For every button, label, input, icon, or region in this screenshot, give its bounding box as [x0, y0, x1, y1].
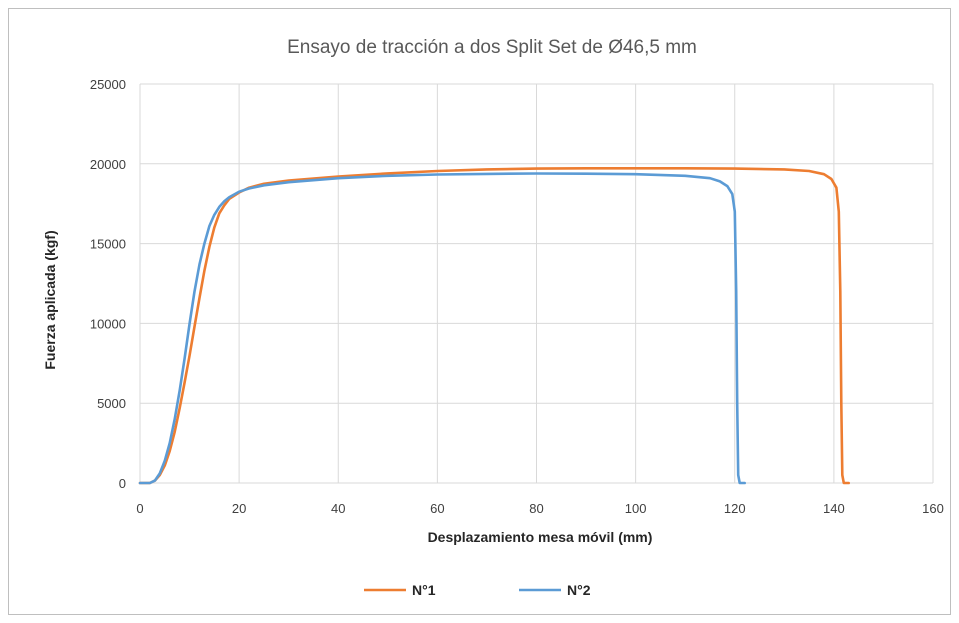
x-tick-label: 80 — [529, 501, 543, 516]
legend-label-2: N°2 — [567, 582, 591, 598]
y-tick-label: 10000 — [90, 316, 126, 331]
x-axis-label: Desplazamiento mesa móvil (mm) — [428, 529, 653, 545]
x-tick-label: 60 — [430, 501, 444, 516]
x-tick-label: 40 — [331, 501, 345, 516]
chart-svg: Ensayo de tracción a dos Split Set de Ø4… — [42, 37, 944, 598]
series-line-2 — [138, 172, 747, 485]
chart-title: Ensayo de tracción a dos Split Set de Ø4… — [287, 37, 697, 58]
y-tick-label: 0 — [119, 476, 126, 491]
y-tick-label: 15000 — [90, 237, 126, 252]
legend-label-1: N°1 — [412, 582, 436, 598]
x-tick-label: 0 — [136, 501, 143, 516]
y-tick-label: 5000 — [97, 396, 126, 411]
x-tick-label: 100 — [625, 501, 647, 516]
x-tick-label: 120 — [724, 501, 746, 516]
x-tick-label: 160 — [922, 501, 944, 516]
series-layer — [138, 167, 851, 485]
tick-layer: 0 20 40 60 80 100 120 140 160 0 5000 10000 15000 2000… — [90, 77, 944, 516]
y-axis-label: Fuerza aplicada (kgf) — [42, 230, 58, 369]
series-line-1 — [138, 167, 851, 485]
x-tick-label: 140 — [823, 501, 845, 516]
legend: N°1 N°2 — [364, 582, 591, 598]
y-tick-label: 25000 — [90, 77, 126, 92]
x-tick-label: 20 — [232, 501, 246, 516]
grid-layer — [139, 83, 934, 484]
y-tick-label: 20000 — [90, 157, 126, 172]
chart-frame: Ensayo de tracción a dos Split Set de Ø4… — [8, 8, 951, 615]
